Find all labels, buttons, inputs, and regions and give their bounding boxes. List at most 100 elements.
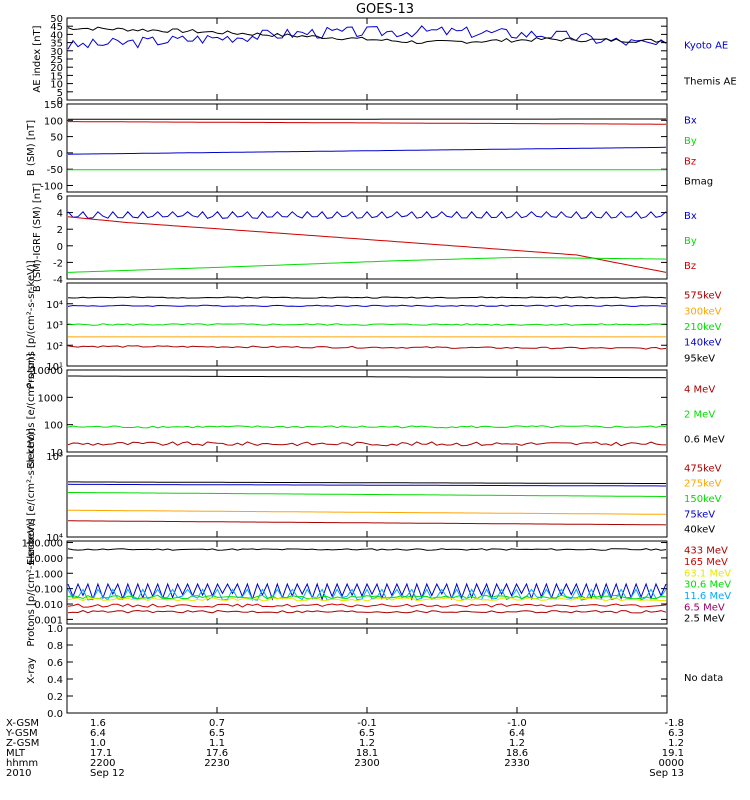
x-row-value: 2230	[204, 758, 229, 769]
y-axis-label: AE index [nT]	[32, 25, 43, 92]
y-tick-label: -2	[53, 258, 63, 269]
series-line-bz	[68, 121, 666, 125]
y-tick-label: 10³	[46, 321, 63, 332]
x-row-value: Sep 12	[90, 768, 125, 779]
y-axis-label: B (SM)-IGRF (SM) [nT]	[32, 183, 43, 292]
x-row-label: Z-GSM	[6, 738, 39, 749]
y-tick-label: 2	[57, 225, 63, 236]
x-row-label: 2010	[6, 768, 31, 779]
y-tick-label: 6	[57, 192, 63, 203]
legend-entry: 30.6 MeV	[684, 580, 731, 591]
y-axis-label: Electrons [e/(cm²-s-sr-keV)]	[26, 428, 37, 565]
panel-frame	[66, 369, 668, 453]
x-row-value: 2200	[90, 758, 115, 769]
x-row-value: 1.2	[359, 738, 375, 749]
legend-entry: 575keV	[684, 291, 722, 302]
x-row-value: 6.4	[509, 728, 525, 739]
x-row-value: 18.6	[506, 748, 528, 759]
y-tick-label: 0.010	[34, 600, 63, 611]
legend-entry: Bx	[684, 211, 697, 222]
legend-entry: 150keV	[684, 494, 722, 505]
series-line-210kev	[67, 323, 667, 326]
time-axis-table: X-GSM 1.6 0.7 -0.1 -1.0 -1.8 Y-GSM 6.4 6.5 6.5 6.4…	[5, 718, 684, 779]
x-row-value: 6.5	[359, 728, 375, 739]
y-tick-label: 15	[50, 71, 63, 82]
legend-entry: Bx	[684, 115, 697, 126]
legend-entry: 2 MeV	[684, 409, 715, 420]
y-tick-label: 30	[50, 47, 63, 58]
y-tick-label: -100	[40, 181, 63, 192]
x-row-label: MLT	[6, 748, 26, 759]
y-axis-label: Electrons [e/(cm²-s-sr)]	[26, 353, 37, 469]
x-row-value: -1.8	[664, 718, 684, 729]
series-line-63.1-mev	[67, 597, 666, 602]
legend-entry: By	[684, 136, 697, 147]
series-line-bx	[67, 146, 667, 155]
series-line-30.6-mev	[67, 594, 667, 600]
legend-entry: 11.6 MeV	[684, 591, 731, 602]
x-row-value: 0.7	[209, 718, 225, 729]
figure-title: GOES-13	[356, 2, 414, 17]
x-row-value: 17.6	[206, 748, 228, 759]
panel-7: 0.001 0.010 0.100 1.000 10.000 100.000Protons…	[22, 518, 732, 646]
x-row-value: -1.0	[507, 718, 527, 729]
x-row-value: 17.1	[90, 748, 112, 759]
y-tick-label: -4	[53, 275, 63, 286]
y-tick-label: 40	[50, 30, 63, 41]
panel-2: -100 -50 0 50 100 150 B (SM) [nT] Bx By Bz Bmag	[26, 100, 713, 193]
y-tick-label: 1.000	[34, 569, 63, 580]
legend-entry: 4 MeV	[684, 385, 715, 396]
x-row-value: 18.1	[356, 748, 378, 759]
y-tick-label: 0	[57, 242, 63, 253]
y-tick-label: 0	[57, 149, 63, 160]
legend-entry: 40keV	[684, 525, 715, 536]
legend-entry: 300keV	[684, 306, 722, 317]
x-row-value: 1.0	[90, 738, 106, 749]
legend-entry: 63.1 MeV	[684, 568, 731, 579]
y-tick-label: 0.001	[34, 615, 63, 626]
y-tick-label: 35	[50, 39, 63, 50]
panel-6: 10⁴ 10⁵ Electrons [e/(cm²-s-sr-keV)] 475keV…	[26, 428, 722, 565]
series-line-11.6-mev	[67, 588, 667, 601]
y-tick-label: 100	[44, 116, 63, 127]
legend-entry: By	[684, 236, 697, 247]
series-line-bz	[67, 216, 667, 273]
legend-entry: 2.5 MeV	[684, 614, 725, 625]
series-line-kyoto-ae	[67, 25, 667, 50]
y-tick-label: 0.4	[47, 675, 63, 686]
series-line-275kev	[68, 509, 666, 515]
panel-frame	[66, 627, 668, 714]
series-line-165-mev	[67, 603, 667, 608]
y-axis-label: Protons [p/(cm²-s-sr-keV)]	[26, 260, 37, 388]
series-line-2-mev	[67, 425, 667, 429]
x-row-value: 1.2	[509, 738, 525, 749]
series-line-by	[67, 256, 667, 273]
y-tick-label: 10⁵	[46, 452, 63, 463]
panel-4: 10¹ 10² 10³ 10⁴ Protons [p/(cm²-s-sr-keV)] 57…	[26, 260, 722, 388]
x-row-value: 0000	[659, 758, 684, 769]
y-tick-label: 0	[57, 96, 63, 107]
y-tick-label: 10	[50, 80, 63, 91]
legend-entry: Themis AE	[683, 76, 737, 87]
y-tick-label: 0.100	[34, 585, 63, 596]
y-axis-label: X-ray	[26, 657, 37, 683]
y-tick-label: 5	[57, 88, 63, 99]
x-row-label: Y-GSM	[5, 728, 38, 739]
series-line-bx	[67, 211, 667, 220]
x-row-value: 6.4	[90, 728, 106, 739]
y-tick-label: 45	[50, 22, 63, 33]
x-row-value: 2330	[504, 758, 529, 769]
panel-3: -4 -2 0 2 4 6 B (SM)-IGRF (SM) [nT] Bx By Bz	[32, 183, 697, 292]
legend-entry: No data	[684, 673, 723, 684]
y-tick-label: 4	[57, 209, 63, 220]
x-row-value: 19.1	[662, 748, 684, 759]
series-line-140kev	[67, 304, 667, 307]
y-tick-label: 0.2	[47, 692, 63, 703]
panel-8: 0.0 0.2 0.4 0.6 0.8 1.0 X-ray No data	[26, 624, 723, 720]
y-tick-label: 10000	[31, 366, 63, 377]
x-row-value: 6.3	[668, 728, 684, 739]
y-tick-label: 10¹	[46, 362, 63, 373]
y-tick-label: 100.000	[22, 539, 63, 550]
